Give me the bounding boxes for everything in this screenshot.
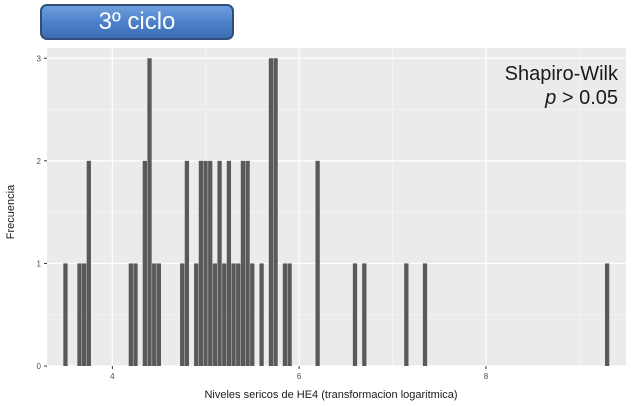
- histogram-bar: [133, 263, 138, 366]
- y-tick-label: 1: [37, 259, 42, 268]
- histogram-bar: [245, 160, 250, 366]
- histogram-bar: [86, 160, 91, 366]
- y-tick-label: 2: [37, 157, 42, 166]
- p-value-annotation: p > 0.05: [544, 87, 618, 109]
- histogram-bar: [142, 160, 147, 366]
- histogram-bar: [208, 160, 213, 366]
- histogram-bar: [273, 58, 278, 367]
- bars: [63, 58, 610, 367]
- x-tick-label: 8: [484, 372, 489, 381]
- y-tick-label: 3: [37, 54, 42, 63]
- y-axis-label: Frecuencia: [5, 184, 17, 239]
- histogram-bar: [282, 263, 288, 366]
- histogram-bar: [82, 263, 87, 366]
- histogram-bar: [152, 263, 157, 366]
- p-threshold: > 0.05: [556, 87, 618, 109]
- histogram-bar: [77, 263, 82, 366]
- histogram-bar: [315, 160, 320, 366]
- histogram-bar: [231, 263, 236, 366]
- histogram-bar: [156, 263, 161, 366]
- histogram-bar: [250, 263, 255, 366]
- histogram-bar: [222, 263, 227, 366]
- histogram-bar: [147, 58, 152, 367]
- y-tick-label: 0: [37, 362, 42, 371]
- p-symbol: p: [544, 87, 556, 109]
- histogram-bar: [180, 263, 185, 366]
- histogram-bar: [287, 263, 292, 366]
- histogram-bar: [268, 58, 274, 367]
- x-tick-label: 6: [297, 372, 302, 381]
- histogram-bar: [203, 160, 208, 366]
- x-axis-label: Niveles sericos de HE4 (transformacion l…: [204, 389, 457, 401]
- x-axis-ticks: 4 6 8: [110, 366, 489, 381]
- histogram-bar: [217, 160, 222, 366]
- cycle-badge: 3º ciclo: [40, 4, 234, 40]
- histogram-bar: [404, 263, 409, 366]
- histogram-bar: [362, 263, 367, 366]
- y-axis-ticks: 0 1 2 3: [37, 54, 47, 371]
- histogram-bar: [604, 263, 610, 366]
- histogram-bar: [194, 263, 199, 366]
- histogram-bar: [226, 160, 232, 366]
- histogram-bar: [259, 263, 264, 366]
- histogram-bar: [236, 263, 241, 366]
- histogram-bar: [240, 160, 246, 366]
- x-tick-label: 4: [110, 372, 115, 381]
- histogram-bar: [128, 263, 133, 366]
- histogram-bar: [352, 263, 358, 366]
- histogram-bar: [184, 160, 190, 366]
- test-name-annotation: Shapiro-Wilk: [505, 63, 619, 85]
- histogram-bar: [212, 263, 218, 366]
- histogram-bar: [198, 160, 204, 366]
- histogram-bar: [63, 263, 68, 366]
- histogram-bar: [422, 263, 428, 366]
